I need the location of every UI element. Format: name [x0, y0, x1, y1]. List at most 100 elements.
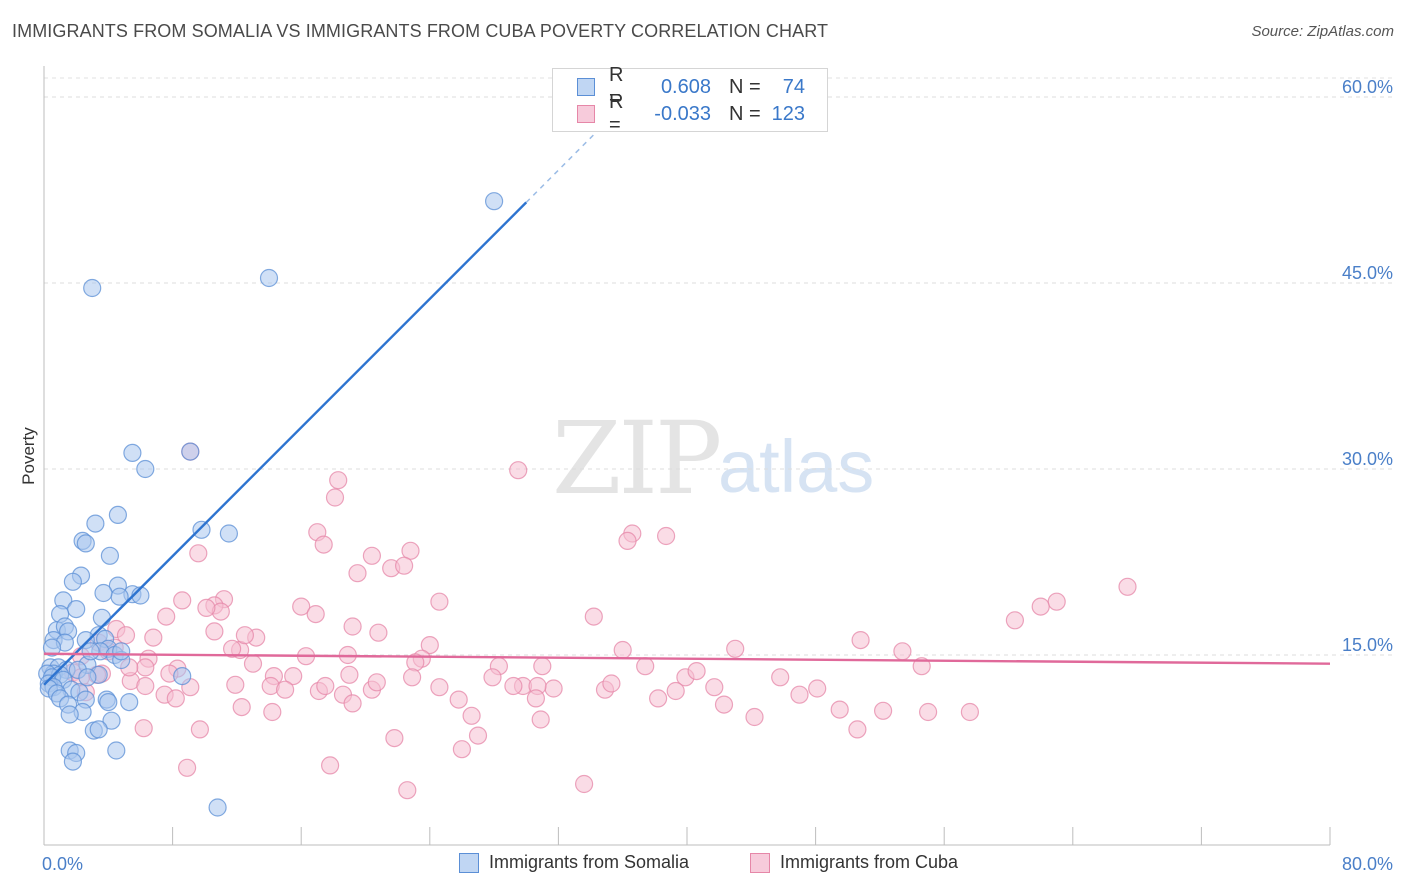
cuba-point[interactable]: [430, 678, 449, 697]
somalia-point[interactable]: [89, 720, 108, 739]
somalia-point[interactable]: [78, 668, 97, 687]
cuba-point[interactable]: [666, 681, 685, 701]
somalia-point[interactable]: [63, 752, 83, 771]
cuba-point[interactable]: [726, 639, 745, 658]
cuba-point[interactable]: [205, 622, 224, 641]
cuba-point[interactable]: [636, 657, 655, 676]
cuba-point[interactable]: [321, 756, 340, 775]
somalia-point[interactable]: [120, 692, 139, 712]
cuba-point[interactable]: [395, 556, 414, 575]
cuba-point[interactable]: [157, 607, 176, 626]
cuba-point[interactable]: [714, 695, 734, 714]
cuba-point[interactable]: [687, 661, 706, 681]
cuba-point[interactable]: [483, 668, 502, 687]
cuba-point[interactable]: [918, 702, 938, 722]
somalia-point[interactable]: [192, 520, 211, 539]
cuba-point[interactable]: [343, 617, 362, 636]
cuba-point[interactable]: [574, 774, 594, 794]
cuba-point[interactable]: [226, 675, 245, 694]
cuba-point[interactable]: [504, 676, 523, 696]
cuba-point[interactable]: [367, 673, 386, 692]
cuba-point[interactable]: [136, 658, 155, 677]
cuba-point[interactable]: [618, 531, 637, 551]
cuba-point[interactable]: [613, 640, 632, 660]
cuba-point[interactable]: [1047, 592, 1066, 611]
cuba-point[interactable]: [166, 689, 185, 708]
cuba-point[interactable]: [509, 461, 528, 480]
cuba-point[interactable]: [468, 726, 488, 745]
cuba-point[interactable]: [531, 710, 550, 729]
cuba-point[interactable]: [452, 740, 471, 759]
somalia-point[interactable]: [136, 459, 155, 479]
cuba-point[interactable]: [533, 657, 552, 676]
cuba-point[interactable]: [403, 668, 422, 687]
cuba-point[interactable]: [178, 758, 197, 777]
cuba-point[interactable]: [893, 642, 912, 661]
cuba-point[interactable]: [292, 597, 311, 616]
cuba-point[interactable]: [912, 657, 931, 676]
cuba-point[interactable]: [173, 591, 192, 610]
somalia-point[interactable]: [181, 442, 200, 461]
cuba-point[interactable]: [136, 676, 155, 696]
cuba-point[interactable]: [362, 546, 381, 565]
cuba-point[interactable]: [276, 680, 295, 699]
cuba-point[interactable]: [771, 668, 790, 687]
cuba-point[interactable]: [830, 700, 849, 719]
somalia-point[interactable]: [100, 546, 120, 565]
cuba-point[interactable]: [1005, 611, 1025, 630]
somalia-point[interactable]: [81, 642, 100, 661]
cuba-point[interactable]: [232, 697, 251, 717]
somalia-point[interactable]: [108, 505, 128, 525]
cuba-point[interactable]: [449, 690, 468, 709]
somalia-point[interactable]: [42, 638, 62, 657]
cuba-point[interactable]: [808, 679, 827, 698]
legend-item-somalia[interactable]: Immigrants from Somalia: [459, 852, 689, 873]
somalia-point[interactable]: [92, 608, 112, 627]
cuba-point[interactable]: [873, 701, 893, 720]
cuba-point[interactable]: [197, 598, 216, 618]
cuba-point[interactable]: [398, 781, 417, 800]
cuba-point[interactable]: [705, 678, 724, 697]
cuba-point[interactable]: [134, 719, 153, 738]
somalia-point[interactable]: [67, 599, 86, 619]
cuba-point[interactable]: [223, 639, 242, 658]
cuba-point[interactable]: [1118, 577, 1137, 596]
cuba-point[interactable]: [189, 544, 208, 563]
somalia-point[interactable]: [123, 443, 142, 462]
cuba-point[interactable]: [462, 706, 481, 725]
cuba-point[interactable]: [369, 623, 388, 642]
somalia-point[interactable]: [83, 278, 102, 298]
somalia-point[interactable]: [219, 524, 238, 543]
somalia-point[interactable]: [60, 705, 79, 724]
somalia-point[interactable]: [76, 534, 95, 553]
cuba-point[interactable]: [602, 674, 621, 693]
somalia-point[interactable]: [107, 741, 126, 760]
somalia-point[interactable]: [63, 572, 83, 591]
cuba-point[interactable]: [648, 689, 668, 708]
somalia-point[interactable]: [86, 514, 105, 533]
legend-item-cuba[interactable]: Immigrants from Cuba: [750, 852, 958, 873]
cuba-point[interactable]: [343, 694, 362, 713]
cuba-point[interactable]: [848, 720, 867, 739]
somalia-point[interactable]: [99, 692, 118, 712]
cuba-point[interactable]: [1031, 597, 1050, 616]
cuba-point[interactable]: [790, 685, 809, 704]
cuba-point[interactable]: [960, 702, 980, 722]
cuba-point[interactable]: [385, 728, 404, 748]
cuba-point[interactable]: [316, 676, 335, 696]
cuba-point[interactable]: [235, 626, 254, 645]
cuba-point[interactable]: [745, 707, 764, 727]
cuba-point[interactable]: [526, 689, 546, 708]
somalia-point[interactable]: [259, 268, 279, 288]
cuba-point[interactable]: [263, 702, 282, 722]
cuba-point[interactable]: [329, 471, 348, 490]
cuba-point[interactable]: [243, 654, 263, 673]
cuba-point[interactable]: [584, 607, 603, 626]
cuba-point[interactable]: [190, 720, 209, 739]
somalia-point[interactable]: [485, 192, 504, 211]
somalia-point[interactable]: [102, 711, 121, 730]
cuba-point[interactable]: [144, 628, 163, 647]
somalia-point[interactable]: [173, 666, 192, 686]
somalia-point[interactable]: [94, 583, 113, 603]
cuba-point[interactable]: [851, 630, 870, 650]
